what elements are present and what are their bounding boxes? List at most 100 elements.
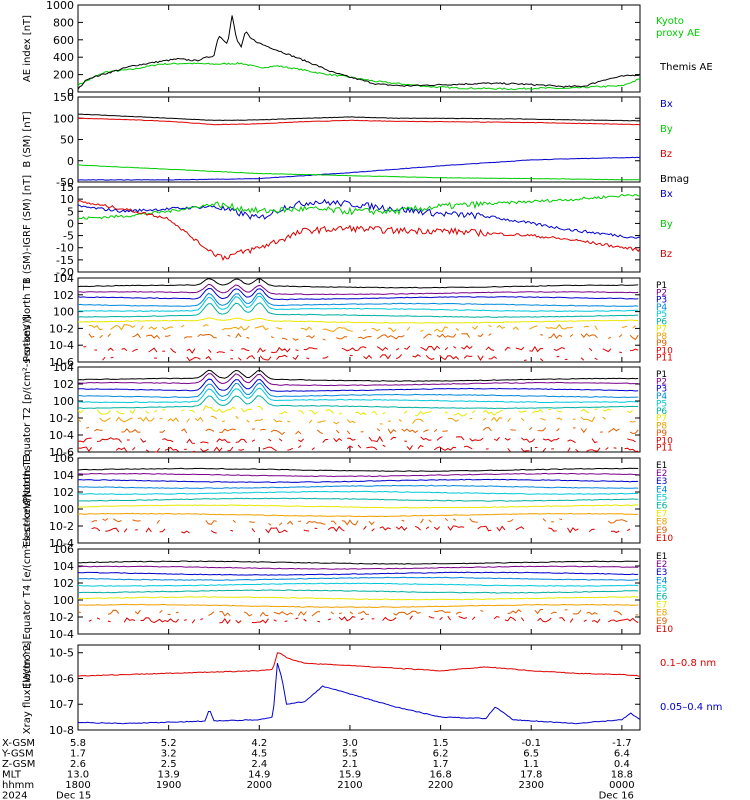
channel-line-p8	[406, 326, 411, 331]
legend-p11: P11	[656, 354, 673, 364]
y-tick-label: 0	[67, 155, 74, 168]
channel-line-p8	[137, 416, 155, 422]
channel-line-p11	[624, 447, 639, 452]
channel-line-p11	[439, 355, 460, 361]
legend-by: By	[660, 124, 673, 135]
channel-line-p8	[447, 417, 459, 422]
channel-line-e10	[123, 617, 136, 623]
channel-line-e10	[395, 525, 408, 531]
channel-line-p10	[295, 349, 299, 352]
channel-line-p10	[390, 436, 397, 441]
ephemeris-cell: 14.9	[248, 770, 270, 781]
channel-line-p10	[469, 437, 484, 442]
channel-line-e10	[88, 619, 92, 622]
channel-line-p8	[540, 418, 546, 421]
channel-line-e5	[78, 582, 639, 587]
channel-line-p9	[556, 428, 560, 432]
channel-line-p10	[186, 348, 196, 354]
channel-line-p9	[316, 429, 323, 435]
channel-line-e3	[77, 478, 639, 484]
legend-bmag: Bmag	[660, 174, 689, 185]
channel-line-p11	[594, 357, 598, 361]
channel-line-e9	[208, 611, 215, 616]
channel-line-e9	[349, 611, 354, 615]
channel-line-e10	[123, 528, 128, 533]
panel-ae: 0 200 400 600 800 1000 AE index [nT] Kyotoproxy…	[22, 0, 713, 99]
channel-line-p9	[132, 333, 141, 339]
panel-frame	[77, 186, 641, 273]
channel-line-p11	[463, 355, 473, 359]
legend-p7: P7	[656, 325, 667, 335]
channel-line-p8	[520, 417, 525, 422]
channel-line-p11	[110, 356, 114, 359]
channel-line-p9	[219, 428, 236, 433]
channel-line-p9	[281, 337, 288, 341]
legend-e9: E9	[656, 617, 668, 627]
channel-line-p7	[78, 317, 639, 324]
ephemeris-cell: 1900	[156, 780, 181, 791]
channel-line-p9	[387, 428, 397, 435]
y-axis-label: B (SM)-IGRF (SM) [nT]	[22, 175, 33, 284]
channel-line-p9	[461, 333, 471, 338]
channel-line-p7	[382, 411, 386, 415]
channel-line-p7	[518, 410, 527, 413]
channel-line-p7	[602, 408, 612, 412]
channel-line-p11	[259, 355, 272, 361]
ephemeris-cell: 13.0	[67, 770, 89, 781]
channel-line-p9	[246, 336, 250, 339]
series-line-bmag	[77, 113, 641, 122]
channel-line-e10	[265, 527, 288, 534]
channel-line-p9	[346, 430, 351, 435]
channel-line-e9	[550, 611, 557, 615]
channel-line-p11	[507, 448, 511, 452]
channel-line-e10	[548, 527, 557, 532]
channel-line-p3	[77, 287, 639, 301]
legend-e3: E3	[656, 568, 667, 578]
channel-line-p10	[96, 437, 122, 443]
channel-line-p9	[86, 426, 90, 429]
channel-line-e9	[330, 611, 334, 615]
y-tick-label: 10-2	[49, 611, 74, 624]
y-tick-label: 102	[53, 486, 74, 499]
channel-line-e10	[181, 530, 190, 534]
channel-line-e9	[268, 523, 272, 526]
channel-line-p11	[246, 355, 256, 360]
ephemeris-cell: 5.2	[161, 738, 177, 749]
series-line-kyoto-proxy-ae	[77, 61, 641, 91]
channel-line-p8	[202, 324, 209, 327]
y-tick-label: 100	[53, 306, 74, 319]
y-tick-label: 100	[53, 594, 74, 607]
channel-line-p10	[121, 347, 128, 352]
channel-line-p11	[145, 449, 149, 452]
channel-line-p8	[469, 417, 473, 420]
channel-line-p8	[556, 417, 563, 421]
legend-e2: E2	[656, 560, 667, 570]
panel-frame	[77, 4, 641, 93]
channel-line-p7	[129, 409, 136, 414]
channel-line-p9	[235, 332, 242, 339]
channel-line-e9	[306, 520, 326, 525]
channel-line-p9	[436, 333, 457, 338]
channel-line-p10	[322, 438, 329, 443]
legend-bz: Bz	[660, 249, 672, 260]
ephemeris-cell: 2.5	[161, 759, 177, 770]
channel-line-p10	[461, 345, 473, 350]
channel-line-p10	[602, 348, 612, 353]
channel-line-p10	[629, 348, 639, 352]
channel-line-p9	[270, 429, 286, 436]
channel-line-p7	[482, 409, 503, 416]
ephemeris-cell: -0.1	[521, 738, 541, 749]
ephemeris-cell: 2200	[428, 780, 453, 791]
channel-line-e10	[145, 527, 152, 533]
ephemeris-cell: 15.9	[339, 770, 361, 781]
channel-line-p10	[303, 347, 318, 351]
channel-line-p7	[403, 410, 408, 414]
channel-line-e10	[230, 529, 234, 532]
legend-e10: E10	[656, 625, 673, 635]
channel-line-e7	[77, 596, 639, 601]
series-line-bx	[78, 156, 641, 181]
legend-e2: E2	[656, 469, 667, 479]
y-tick-label: -50	[56, 176, 74, 189]
channel-line-p8	[148, 326, 158, 330]
